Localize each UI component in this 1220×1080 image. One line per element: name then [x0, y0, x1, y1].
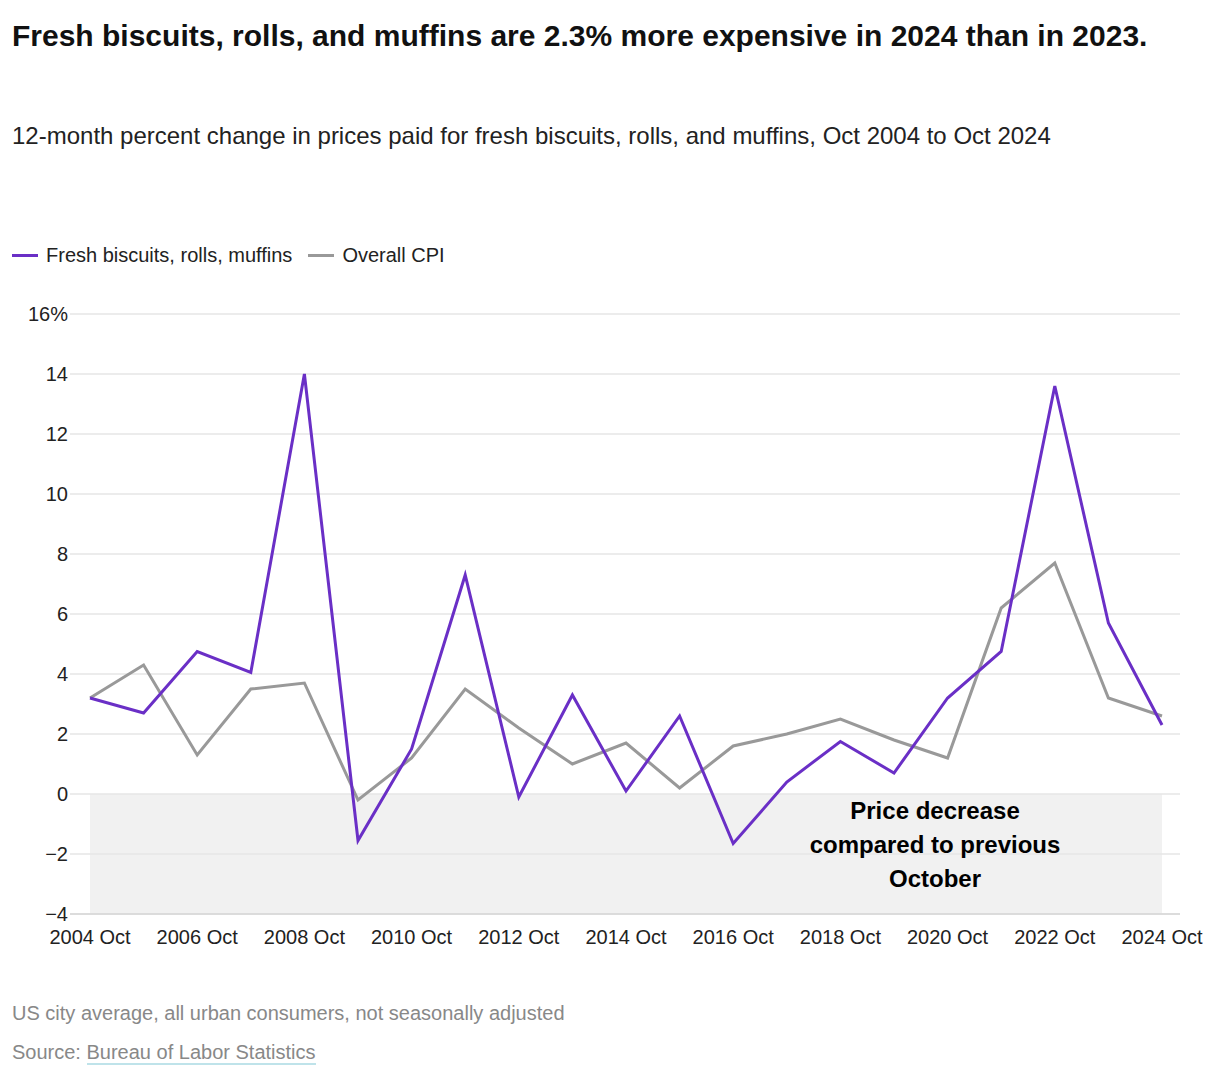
svg-text:16%: 16% — [28, 303, 68, 325]
svg-text:12: 12 — [46, 423, 68, 445]
html-text:Source: Bureau of Labor Statis: Source: Bureau of Labor Statistics — [12, 1041, 316, 1063]
svg-text:8: 8 — [57, 543, 68, 565]
svg-text:2018 Oct: 2018 Oct — [800, 926, 882, 948]
svg-text:2010 Oct: 2010 Oct — [371, 926, 453, 948]
html-text:US city average, all urban con: US city average, all urban consumers, no… — [12, 1002, 565, 1024]
html-text:Fresh biscuits, rolls, and muf: Fresh biscuits, rolls, and muffins are 2… — [12, 19, 1148, 52]
svg-text:14: 14 — [46, 363, 68, 385]
svg-text:2024 Oct: 2024 Oct — [1121, 926, 1203, 948]
html-text:12-month percent change in pri: 12-month percent change in prices paid f… — [12, 122, 1051, 149]
svg-text:0: 0 — [57, 783, 68, 805]
html-text:Price decrease compared to pre: Price decrease compared to previous Octo… — [809, 797, 1061, 892]
svg-text:4: 4 — [57, 663, 68, 685]
svg-text:2006 Oct: 2006 Oct — [157, 926, 239, 948]
svg-text:2016 Oct: 2016 Oct — [693, 926, 775, 948]
html-text:Fresh biscuits, rolls, muffins: Fresh biscuits, rolls, muffins — [46, 244, 293, 266]
svg-text:−2: −2 — [45, 843, 68, 865]
svg-text:2014 Oct: 2014 Oct — [585, 926, 667, 948]
svg-text:2022 Oct: 2022 Oct — [1014, 926, 1096, 948]
svg-text:2004 Oct: 2004 Oct — [49, 926, 131, 948]
svg-text:6: 6 — [57, 603, 68, 625]
html-text:Overall CPI: Overall CPI — [342, 244, 445, 266]
svg-text:−4: −4 — [45, 903, 68, 925]
svg-text:2020 Oct: 2020 Oct — [907, 926, 989, 948]
svg-text:10: 10 — [46, 483, 68, 505]
svg-text:2: 2 — [57, 723, 68, 745]
svg-text:2008 Oct: 2008 Oct — [264, 926, 346, 948]
svg-text:2012 Oct: 2012 Oct — [478, 926, 560, 948]
